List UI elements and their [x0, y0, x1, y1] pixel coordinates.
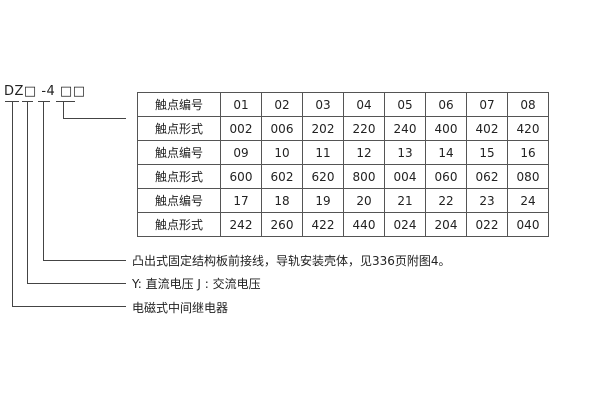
table-cell: 062 — [466, 164, 508, 189]
row-label: 触点编号 — [137, 140, 221, 165]
table-cell: 21 — [384, 188, 426, 213]
table-cell: 400 — [425, 116, 467, 141]
contact-table: 触点编号 01 02 03 04 05 06 07 08 触点形式 002 006 202 220 240 4… — [137, 92, 549, 237]
table-cell: 202 — [302, 116, 344, 141]
note-voltage: Y: 直流电压 J : 交流电压 — [132, 277, 261, 291]
table-cell: 022 — [466, 212, 508, 237]
table-cell: 06 — [425, 92, 467, 117]
table-cell: 18 — [261, 188, 303, 213]
row-label: 触点编号 — [137, 92, 221, 117]
table-cell: 024 — [384, 212, 426, 237]
table-cell: 24 — [507, 188, 549, 213]
table-row: 触点编号 09 10 11 12 13 14 15 16 — [137, 140, 549, 165]
model-code: DZ□ -4 □□ — [4, 84, 86, 99]
row-label: 触点形式 — [137, 164, 221, 189]
table-cell: 260 — [261, 212, 303, 237]
note-structure: 凸出式固定结构板前接线，导轨安装壳体，见336页附图4。 — [132, 254, 451, 268]
table-cell: 060 — [425, 164, 467, 189]
row-label: 触点形式 — [137, 116, 221, 141]
table-cell: 440 — [343, 212, 385, 237]
table-row: 触点形式 002 006 202 220 240 400 402 420 — [137, 116, 549, 141]
table-cell: 600 — [220, 164, 262, 189]
table-cell: 09 — [220, 140, 262, 165]
table-cell: 402 — [466, 116, 508, 141]
table-cell: 01 — [220, 92, 262, 117]
table-cell: 22 — [425, 188, 467, 213]
table-cell: 20 — [343, 188, 385, 213]
table-cell: 13 — [384, 140, 426, 165]
table-cell: 004 — [384, 164, 426, 189]
table-cell: 23 — [466, 188, 508, 213]
table-cell: 620 — [302, 164, 344, 189]
table-cell: 19 — [302, 188, 344, 213]
table-cell: 12 — [343, 140, 385, 165]
leader-voltage — [27, 101, 126, 284]
table-cell: 420 — [507, 116, 549, 141]
table-cell: 05 — [384, 92, 426, 117]
leader-structure — [43, 101, 126, 261]
table-cell: 242 — [220, 212, 262, 237]
table-row: 触点编号 17 18 19 20 21 22 23 24 — [137, 188, 549, 213]
table-cell: 006 — [261, 116, 303, 141]
table-cell: 220 — [343, 116, 385, 141]
table-cell: 11 — [302, 140, 344, 165]
table-cell: 10 — [261, 140, 303, 165]
table-cell: 602 — [261, 164, 303, 189]
table-row: 触点形式 242 260 422 440 024 204 022 040 — [137, 212, 549, 237]
table-cell: 16 — [507, 140, 549, 165]
leader-contacts — [63, 101, 126, 119]
table-cell: 080 — [507, 164, 549, 189]
table-cell: 800 — [343, 164, 385, 189]
table-cell: 040 — [507, 212, 549, 237]
table-cell: 17 — [220, 188, 262, 213]
row-label: 触点编号 — [137, 188, 221, 213]
table-row: 触点形式 600 602 620 800 004 060 062 080 — [137, 164, 549, 189]
table-cell: 03 — [302, 92, 344, 117]
note-relay-type: 电磁式中间继电器 — [132, 301, 229, 315]
table-cell: 240 — [384, 116, 426, 141]
row-label: 触点形式 — [137, 212, 221, 237]
table-cell: 204 — [425, 212, 467, 237]
table-row: 触点编号 01 02 03 04 05 06 07 08 — [137, 92, 549, 117]
table-cell: 15 — [466, 140, 508, 165]
table-cell: 07 — [466, 92, 508, 117]
table-cell: 02 — [261, 92, 303, 117]
leader-relay — [12, 101, 126, 307]
table-cell: 08 — [507, 92, 549, 117]
table-cell: 002 — [220, 116, 262, 141]
table-cell: 422 — [302, 212, 344, 237]
table-cell: 04 — [343, 92, 385, 117]
table-cell: 14 — [425, 140, 467, 165]
